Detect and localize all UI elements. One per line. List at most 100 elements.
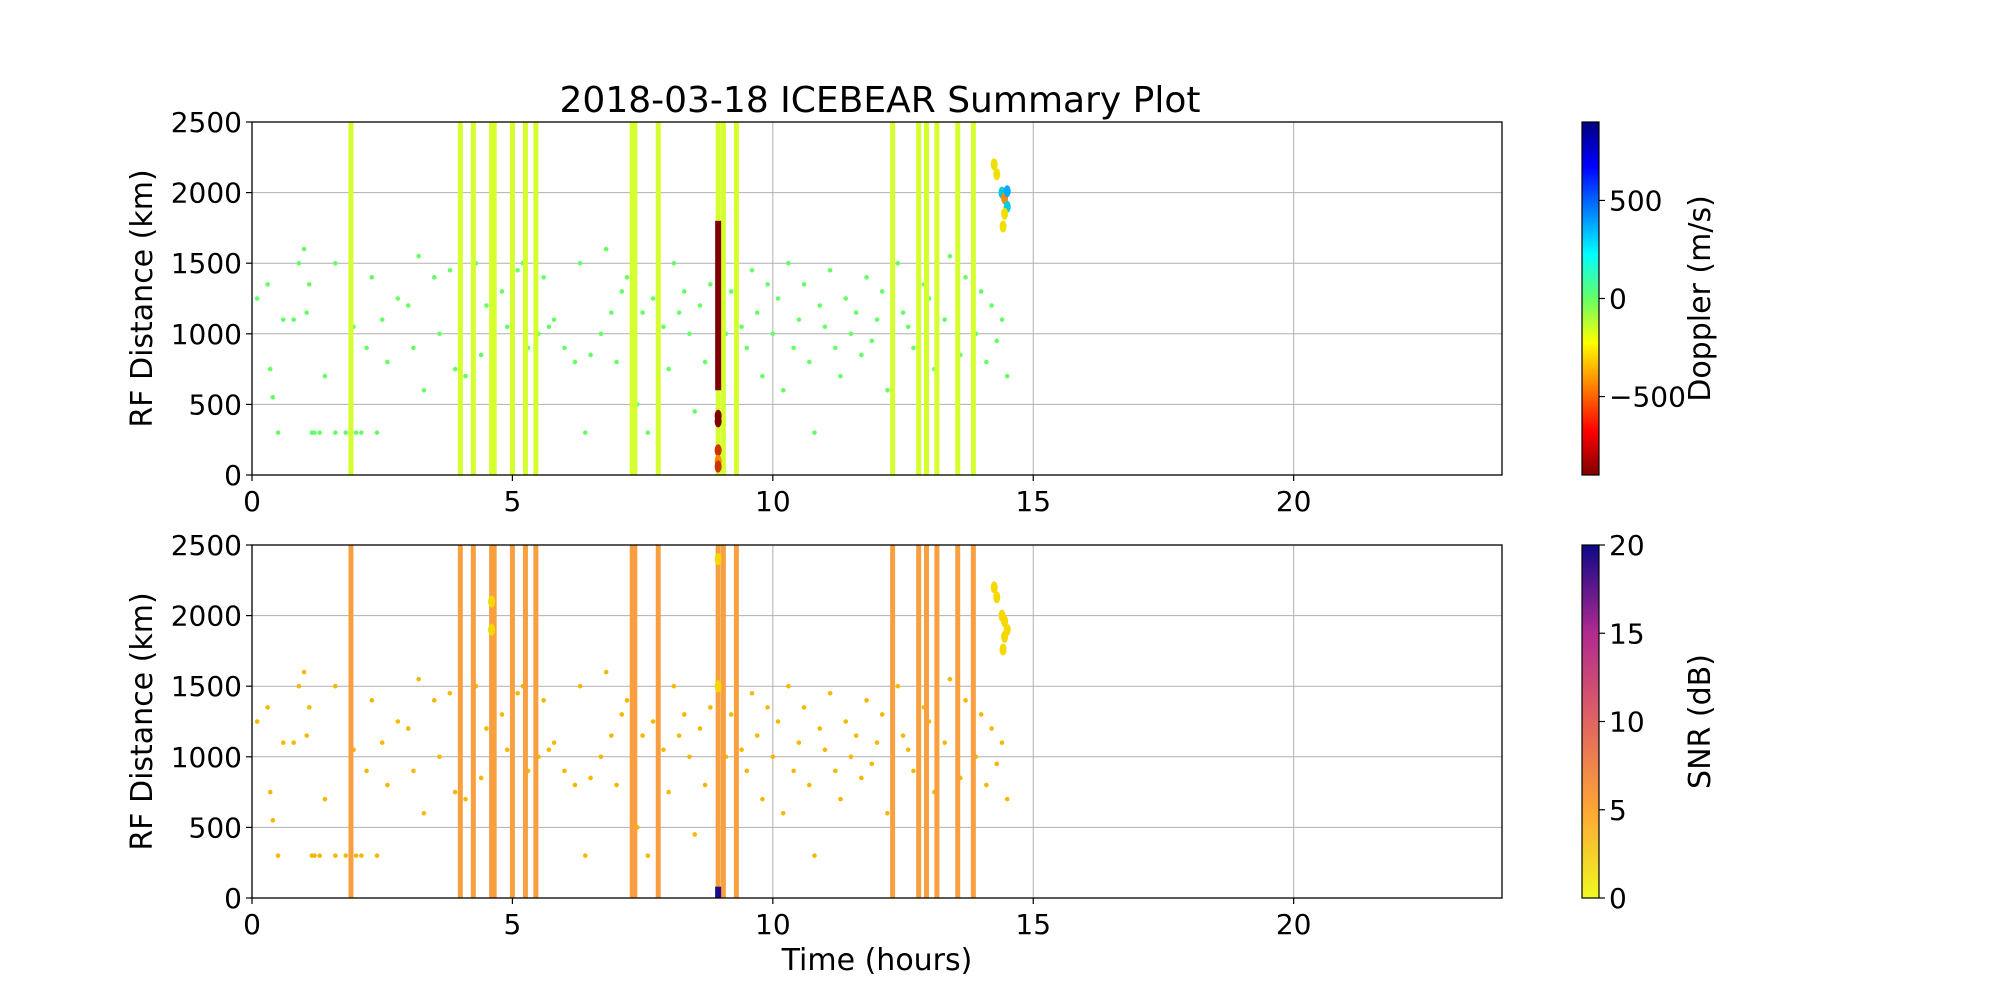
data-point: [541, 275, 546, 280]
data-point: [676, 310, 682, 315]
data-point: [405, 303, 411, 308]
data-point: [833, 768, 838, 774]
data-point: [312, 853, 317, 858]
data-point: [304, 310, 309, 315]
data-point: [488, 623, 496, 636]
data-band: [655, 545, 661, 898]
data-point: [744, 345, 750, 351]
data-point: [801, 705, 807, 710]
data-point: [645, 853, 651, 858]
data-point: [702, 359, 708, 365]
data-point: [947, 676, 953, 682]
y-tick-label: 0: [224, 459, 242, 492]
data-point: [853, 310, 859, 315]
data-point: [583, 853, 588, 858]
data-band: [916, 545, 922, 898]
data-point: [411, 345, 416, 351]
data-point: [843, 296, 849, 301]
data-band: [733, 122, 739, 475]
data-point: [999, 220, 1007, 233]
data-point: [687, 331, 692, 337]
data-point: [304, 733, 309, 738]
data-band: [457, 545, 463, 898]
data-point: [661, 747, 666, 753]
data-point: [431, 275, 437, 280]
data-point: [942, 740, 948, 745]
plot-area: [252, 545, 1502, 898]
data-point: [546, 324, 552, 330]
data-point: [754, 310, 760, 315]
x-tick-label: 15: [1015, 485, 1051, 518]
data-point: [827, 690, 833, 696]
data-point: [990, 158, 998, 171]
data-band: [470, 545, 476, 898]
data-point: [900, 310, 906, 315]
colorbar-tick-label: 0: [1609, 882, 1627, 915]
x-tick-label: 15: [1015, 908, 1051, 941]
data-point: [801, 282, 807, 287]
data-point: [379, 317, 385, 322]
data-point: [681, 289, 687, 294]
data-point: [697, 726, 703, 731]
data-band: [533, 545, 539, 898]
data-point: [786, 260, 791, 266]
data-point: [728, 289, 734, 294]
data-point: [619, 712, 625, 717]
data-point: [275, 853, 281, 858]
data-point: [588, 775, 593, 781]
data-point: [254, 719, 260, 724]
data-point: [562, 768, 567, 774]
data-point: [990, 581, 998, 594]
data-point: [551, 317, 557, 322]
colorbar-label: SNR (dB): [1683, 654, 1718, 789]
data-point: [666, 789, 671, 795]
data-band: [715, 545, 721, 898]
data-point: [838, 373, 843, 379]
data-band: [970, 122, 976, 475]
data-point: [270, 818, 276, 823]
data-point: [333, 853, 338, 858]
data-point: [1001, 207, 1009, 220]
data-point: [374, 430, 380, 435]
data-band: [509, 545, 515, 898]
data-point: [333, 430, 338, 435]
data-band: [720, 122, 726, 475]
data-point: [515, 267, 520, 273]
data-point: [999, 317, 1005, 322]
data-point: [385, 359, 390, 365]
data-point: [499, 712, 505, 717]
data-point: [254, 296, 260, 301]
data-point: [353, 853, 359, 858]
data-point: [624, 275, 630, 280]
data-point: [963, 698, 968, 703]
data-point: [661, 324, 666, 330]
data-band: [522, 545, 528, 898]
axes-frame: [251, 544, 1503, 899]
data-point: [488, 595, 496, 608]
data-point: [333, 683, 338, 689]
data-point: [301, 246, 307, 252]
x-tick-label: 5: [504, 908, 522, 941]
data-point: [614, 782, 619, 788]
data-point: [296, 260, 302, 266]
y-tick-label: 2500: [171, 529, 242, 562]
data-point: [437, 754, 442, 760]
data-point: [598, 331, 604, 337]
data-point: [978, 289, 984, 294]
y-axis-label: RF Distance (km): [125, 169, 160, 427]
x-tick-label: 20: [1276, 485, 1312, 518]
data-point: [671, 683, 677, 689]
data-point: [765, 705, 770, 710]
data-band: [890, 122, 896, 475]
data-point: [275, 430, 281, 435]
colorbar: [1581, 544, 1600, 899]
plot-area: [252, 122, 1502, 475]
data-point: [267, 789, 273, 795]
data-point: [791, 345, 796, 351]
data-point: [379, 740, 385, 745]
data-point: [895, 683, 901, 689]
data-point: [905, 324, 911, 330]
data-point: [645, 430, 651, 435]
x-tick-label: 10: [755, 908, 791, 941]
